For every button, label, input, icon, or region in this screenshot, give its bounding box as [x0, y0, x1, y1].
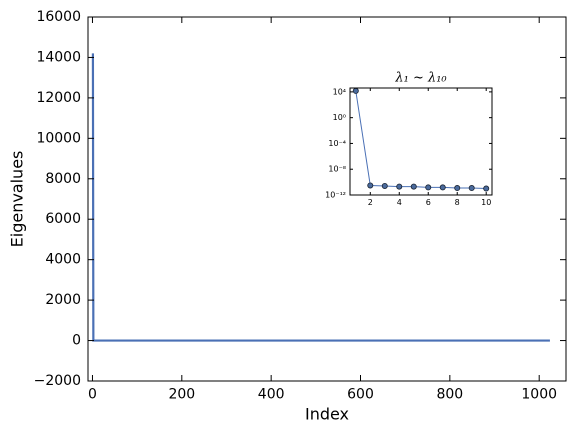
y-tick-label: −2000	[34, 373, 81, 389]
y-tick-label: 4000	[45, 252, 81, 268]
y-tick-label: 10000	[36, 130, 81, 146]
y-tick-label: 8000	[45, 171, 81, 187]
x-tick-label: 600	[347, 386, 374, 402]
inset-title: λ₁ ~ λ₁₀	[394, 71, 447, 86]
data-point	[410, 183, 417, 190]
y-tick-label: 6000	[45, 211, 81, 227]
x-tick-label: 10	[481, 198, 491, 207]
x-tick-label: 800	[436, 386, 463, 402]
x-tick-label: 0	[88, 386, 97, 402]
axes-frame	[349, 87, 493, 196]
data-point	[367, 182, 374, 189]
x-tick-label: 8	[455, 198, 460, 207]
data-point	[381, 182, 388, 189]
data-point	[352, 87, 359, 94]
y-tick-label: 14000	[36, 49, 81, 65]
x-tick-label: 2	[368, 198, 373, 207]
y-tick-label: 10⁻⁴	[328, 139, 346, 148]
y-tick-label: 12000	[36, 90, 81, 106]
plot-area	[350, 88, 492, 195]
data-point	[396, 183, 403, 190]
y-tick-label: 10⁰	[333, 113, 346, 122]
y-tick-label: 0	[72, 333, 81, 349]
plot-area	[88, 17, 566, 381]
x-tick-label: 400	[258, 386, 285, 402]
data-point	[454, 185, 461, 192]
x-tick-label: 200	[168, 386, 195, 402]
data-point	[483, 185, 490, 192]
y-tick-label: 16000	[36, 9, 81, 25]
y-tick-label: 2000	[45, 292, 81, 308]
data-point	[439, 184, 446, 191]
y-tick-label: 10⁴	[333, 87, 346, 96]
y-tick-label: 10⁻¹²	[325, 191, 346, 200]
data-line	[355, 90, 487, 190]
x-tick-label: 1000	[521, 386, 557, 402]
x-tick-label: 6	[426, 198, 431, 207]
axes-frame	[87, 16, 567, 382]
x-axis-label: Index	[305, 405, 349, 424]
x-tick-label: 4	[397, 198, 402, 207]
data-point	[468, 185, 475, 192]
y-axis-label: Eigenvalues	[8, 151, 27, 248]
data-point	[425, 184, 432, 191]
y-tick-label: 10⁻⁸	[328, 165, 346, 174]
